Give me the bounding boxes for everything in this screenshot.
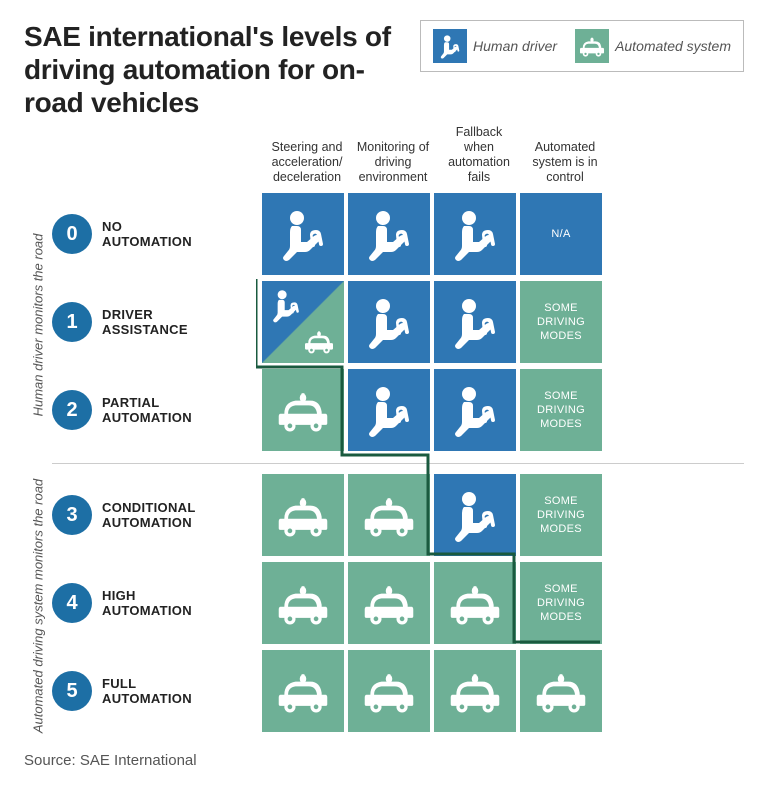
cell-level4-col1 [348,562,430,644]
level-label-4: HIGHAUTOMATION [98,588,258,619]
cell-level4-col3: SOME DRIVING MODES [520,562,602,644]
level-label-5: FULLAUTOMATION [98,676,258,707]
automated-system-icon [300,327,338,359]
row-level-0: 0 NOAUTOMATION N/A [52,193,744,275]
level-label-1: DRIVERASSISTANCE [98,307,258,338]
cell-level1-col1 [348,281,430,363]
automated-system-icon [575,29,609,63]
cell-level5-col1 [348,650,430,732]
cell-level3-col3: SOME DRIVING MODES [520,474,602,556]
source-text: Source: SAE International [24,752,744,769]
level-number-0: 0 [52,214,92,254]
level-number-1: 1 [52,302,92,342]
row-level-1: 1 DRIVERASSISTANCE SOME DRIVING MODES [52,281,744,363]
level-label-0: NOAUTOMATION [98,219,258,250]
cell-level3-col2 [434,474,516,556]
legend-auto: Automated system [575,29,731,63]
human-driver-icon [433,29,467,63]
legend-human: Human driver [433,29,557,63]
cell-level1-col2 [434,281,516,363]
cell-level2-col2 [434,369,516,451]
cell-level3-col1 [348,474,430,556]
cell-level0-col0 [262,193,344,275]
cell-level3-col0 [262,474,344,556]
column-headers: Steering and acceleration/ deceleration … [24,123,744,187]
col-head-1: Monitoring of driving environment [352,138,434,187]
level-number-5: 5 [52,671,92,711]
group-label-top: Human driver monitors the road [24,193,52,457]
level-number-2: 2 [52,390,92,430]
level-number-3: 3 [52,495,92,535]
row-level-5: 5 FULLAUTOMATION [52,650,744,732]
cell-level5-col0 [262,650,344,732]
row-level-3: 3 CONDITIONALAUTOMATION SOME DRIVING MOD… [52,474,744,556]
cell-level0-col2 [434,193,516,275]
page-title: SAE international's levels of driving au… [24,20,404,119]
col-head-3: Automated system is in control [524,138,606,187]
human-driver-icon [268,287,304,327]
cell-level4-col0 [262,562,344,644]
legend-auto-label: Automated system [615,38,731,54]
cell-level2-col3: SOME DRIVING MODES [520,369,602,451]
cell-level2-col1 [348,369,430,451]
cell-level0-col1 [348,193,430,275]
cell-level5-col3 [520,650,602,732]
col-head-2: Fallback when automation fails [438,123,520,187]
cell-level4-col2 [434,562,516,644]
row-level-4: 4 HIGHAUTOMATION SOME DRIVING MODES [52,562,744,644]
legend: Human driver Automated system [420,20,744,72]
col-head-0: Steering and acceleration/ deceleration [266,138,348,187]
level-number-4: 4 [52,583,92,623]
cell-level0-col3: N/A [520,193,602,275]
cell-level5-col2 [434,650,516,732]
group-divider [52,463,744,464]
level-label-3: CONDITIONALAUTOMATION [98,500,258,531]
grid: Human driver monitors the road 0 NOAUTOM… [24,193,744,738]
legend-human-label: Human driver [473,38,557,54]
group-label-bottom: Automated driving system monitors the ro… [24,474,52,738]
cell-level2-col0 [262,369,344,451]
cell-level1-col3: SOME DRIVING MODES [520,281,602,363]
row-level-2: 2 PARTIALAUTOMATION SOME DRIVING MODES [52,369,744,451]
level-label-2: PARTIALAUTOMATION [98,395,258,426]
cell-level1-col0 [262,281,344,363]
